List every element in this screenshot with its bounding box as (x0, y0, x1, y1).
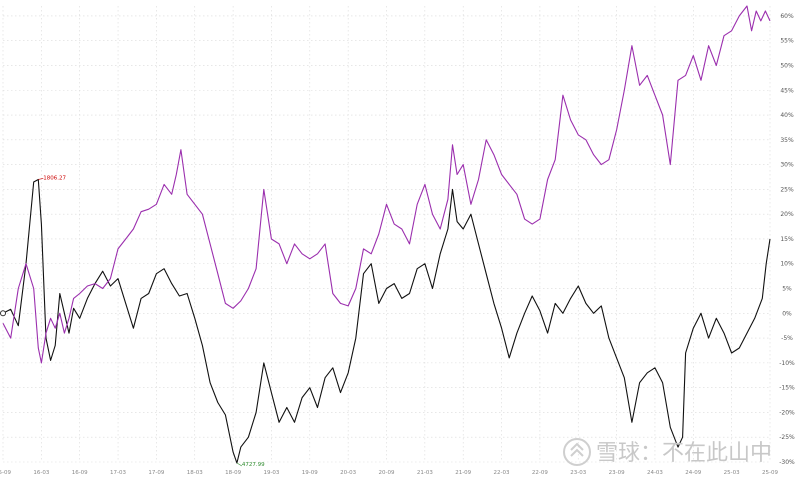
x-axis: 15-09 16-03 16-09 17-03 17-09 18-03 18-09 19-03… (0, 470, 778, 476)
series-line-1 (2, 178, 771, 464)
y-tick-label: 10% (780, 261, 794, 268)
x-tick-label: 25-09 (762, 470, 778, 476)
y-tick-label: 20% (780, 211, 794, 218)
x-tick-label: 22-09 (532, 470, 548, 476)
x-tick-label: 19-03 (263, 470, 279, 476)
y-tick-label: -15% (779, 385, 795, 392)
x-tick-label: 21-09 (455, 470, 471, 476)
y-tick-label: 15% (780, 236, 794, 243)
annotation-label: 1806.27 (43, 175, 66, 181)
y-tick-label: 30% (780, 162, 794, 169)
y-tick-label: -30% (779, 459, 795, 466)
x-tick-label: 19-09 (302, 470, 318, 476)
grid-lines (2, 6, 771, 463)
y-tick-label: -25% (779, 434, 795, 441)
y-tick-label: 35% (780, 137, 794, 144)
start-marker (0, 310, 6, 317)
x-tick-label: 24-03 (647, 470, 663, 476)
y-tick-label: 50% (780, 62, 794, 69)
series-layer (0, 5, 771, 464)
annotation-label: 4727.99 (242, 462, 265, 468)
x-tick-label: 23-03 (570, 470, 586, 476)
y-tick-label: -10% (779, 360, 795, 367)
y-tick-label: 55% (780, 38, 794, 45)
x-tick-label: 20-03 (340, 470, 356, 476)
x-tick-label: 16-09 (72, 470, 88, 476)
annotation-leader (236, 462, 243, 467)
x-tick-label: 18-03 (187, 470, 203, 476)
y-tick-label: 5% (782, 286, 792, 293)
x-tick-label: 15-09 (0, 470, 11, 476)
watermark-text: 雪球：不在此山中 (596, 441, 772, 466)
x-tick-label: 23-09 (609, 470, 625, 476)
x-tick-label: 22-03 (494, 470, 510, 476)
y-tick-label: -5% (781, 335, 793, 342)
watermark: 雪球：不在此山中 (563, 438, 772, 466)
x-tick-label: 16-03 (33, 470, 49, 476)
x-tick-label: 24-09 (685, 470, 701, 476)
y-tick-label: 60% (780, 13, 794, 20)
y-tick-label: -20% (779, 409, 795, 416)
x-tick-label: 20-09 (379, 470, 395, 476)
x-tick-label: 17-03 (110, 470, 126, 476)
y-axis: -30% -25% -20% -15% -10% -5% 0% 5% 10% 15% 20% 25% 3… (779, 13, 795, 466)
x-tick-label: 17-09 (148, 470, 164, 476)
series-line-2 (2, 5, 771, 364)
y-tick-label: 45% (780, 87, 794, 94)
x-tick-label: 25-03 (724, 470, 740, 476)
y-tick-label: 25% (780, 186, 794, 193)
x-tick-label: 18-09 (225, 470, 241, 476)
x-tick-label: 21-03 (417, 470, 433, 476)
y-tick-label: 0% (782, 310, 792, 317)
annotation-layer: 1806.27 4727.99 (38, 175, 265, 468)
snowball-logo-icon (563, 438, 591, 466)
annotation-leader (38, 178, 44, 180)
y-tick-label: 40% (780, 112, 794, 119)
